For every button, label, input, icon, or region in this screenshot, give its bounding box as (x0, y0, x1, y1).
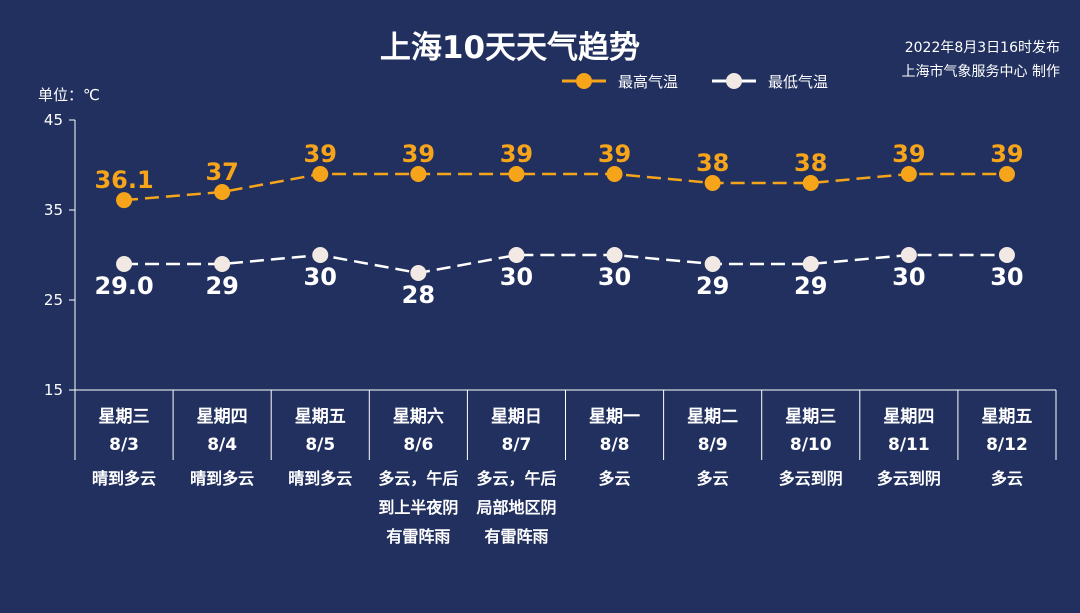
y-tick-label: 35 (44, 201, 63, 219)
high-temp-label: 39 (892, 140, 925, 168)
weather-label: 晴到多云 (92, 469, 156, 488)
legend-low-swatch (712, 73, 756, 89)
high-temp-point (900, 166, 917, 182)
unit-label: 单位：℃ (38, 86, 100, 104)
publish-info: 2022年8月3日16时发布 上海市气象服务中心 制作 (902, 36, 1060, 84)
weather-label: 到上半夜阴 (378, 498, 458, 517)
date-label: 8/3 (109, 435, 139, 455)
high-temp-label: 36.1 (94, 166, 153, 194)
date-label: 8/9 (698, 435, 728, 455)
weather-label: 多云到阴 (779, 469, 843, 488)
weekday-label: 星期四 (883, 407, 934, 427)
low-temp-point (116, 256, 133, 272)
high-temp-label: 39 (598, 140, 631, 168)
high-temp-line (123, 172, 1007, 202)
publisher: 上海市气象服务中心 制作 (901, 64, 1060, 80)
weather-label: 多云 (697, 469, 729, 488)
high-temp-point (214, 184, 231, 200)
low-temp-point (410, 265, 427, 281)
y-tick-label: 15 (44, 381, 63, 399)
low-temp-label: 29 (794, 272, 827, 300)
low-temp-point (900, 247, 917, 263)
legend-low: 最低气温 (710, 70, 828, 92)
low-temp-label: 30 (500, 263, 533, 291)
weekday-label: 星期日 (491, 407, 542, 427)
weather-label: 多云 (991, 469, 1023, 488)
weekday-label: 星期三 (99, 407, 150, 427)
publish-time: 2022年8月3日16时发布 (904, 40, 1060, 56)
low-temp-point (998, 247, 1015, 263)
y-tick-label: 25 (44, 291, 63, 309)
date-label: 8/10 (790, 435, 832, 455)
date-label: 8/4 (207, 435, 237, 455)
high-temp-point (802, 175, 819, 191)
legend-high-label: 最高气温 (618, 72, 679, 91)
high-temp-label: 39 (304, 140, 337, 168)
weekday-label: 星期四 (197, 407, 248, 427)
low-temp-point (802, 256, 819, 272)
y-tick-label: 45 (44, 111, 63, 129)
low-temp-label: 30 (892, 263, 925, 291)
date-label: 8/11 (888, 435, 930, 455)
high-temp-point (116, 192, 133, 209)
low-temp-point (704, 256, 721, 272)
high-temp-label: 39 (402, 140, 435, 168)
high-temp-point (606, 166, 623, 182)
weekday-label: 星期二 (687, 407, 738, 427)
weather-label: 多云到阴 (877, 469, 941, 488)
low-temp-label: 29 (696, 272, 729, 300)
weather-label: 多云，午后 (476, 469, 556, 488)
weather-label: 晴到多云 (288, 469, 352, 488)
chart-title: 上海10天天气趋势 (379, 30, 641, 66)
date-label: 8/6 (403, 435, 433, 455)
weather-label: 局部地区阴 (476, 498, 556, 517)
legend-high-swatch (562, 73, 606, 89)
low-temp-label: 30 (598, 263, 631, 291)
weather-label: 多云，午后 (378, 469, 458, 488)
weather-label: 有雷阵雨 (386, 527, 450, 546)
weekday-label: 星期五 (295, 407, 346, 427)
date-label: 8/12 (986, 435, 1028, 455)
weekday-label: 星期三 (785, 407, 836, 427)
high-temp-point (508, 166, 525, 182)
date-label: 8/7 (502, 435, 532, 455)
low-temp-label: 28 (402, 281, 435, 309)
weekday-label: 星期六 (393, 406, 444, 427)
high-temp-label: 39 (990, 140, 1023, 168)
weather-label: 晴到多云 (190, 469, 254, 488)
weather-label: 多云 (599, 469, 631, 488)
legend-high: 最高气温 (560, 70, 678, 92)
high-temp-label: 38 (696, 149, 729, 177)
legend-low-label: 最低气温 (768, 72, 829, 91)
date-label: 8/8 (600, 435, 630, 455)
low-temp-label: 30 (304, 263, 337, 291)
high-temp-point (312, 166, 329, 182)
date-label: 8/5 (305, 435, 335, 455)
high-temp-point (410, 166, 427, 182)
low-temp-label: 30 (990, 263, 1023, 291)
low-temp-point (606, 247, 623, 263)
high-temp-label: 38 (794, 149, 827, 177)
low-temp-label: 29.0 (94, 272, 153, 300)
high-temp-label: 39 (500, 140, 533, 168)
low-temp-point (508, 247, 525, 263)
high-temp-label: 37 (205, 158, 238, 186)
low-temp-point (214, 256, 231, 272)
weather-label: 有雷阵雨 (484, 527, 548, 546)
weekday-label: 星期一 (589, 407, 640, 427)
high-temp-point (998, 166, 1015, 182)
low-temp-label: 29 (205, 272, 238, 300)
low-temp-line (124, 253, 1007, 275)
weekday-label: 星期五 (981, 407, 1032, 427)
low-temp-point (312, 247, 329, 263)
high-temp-point (704, 175, 721, 191)
